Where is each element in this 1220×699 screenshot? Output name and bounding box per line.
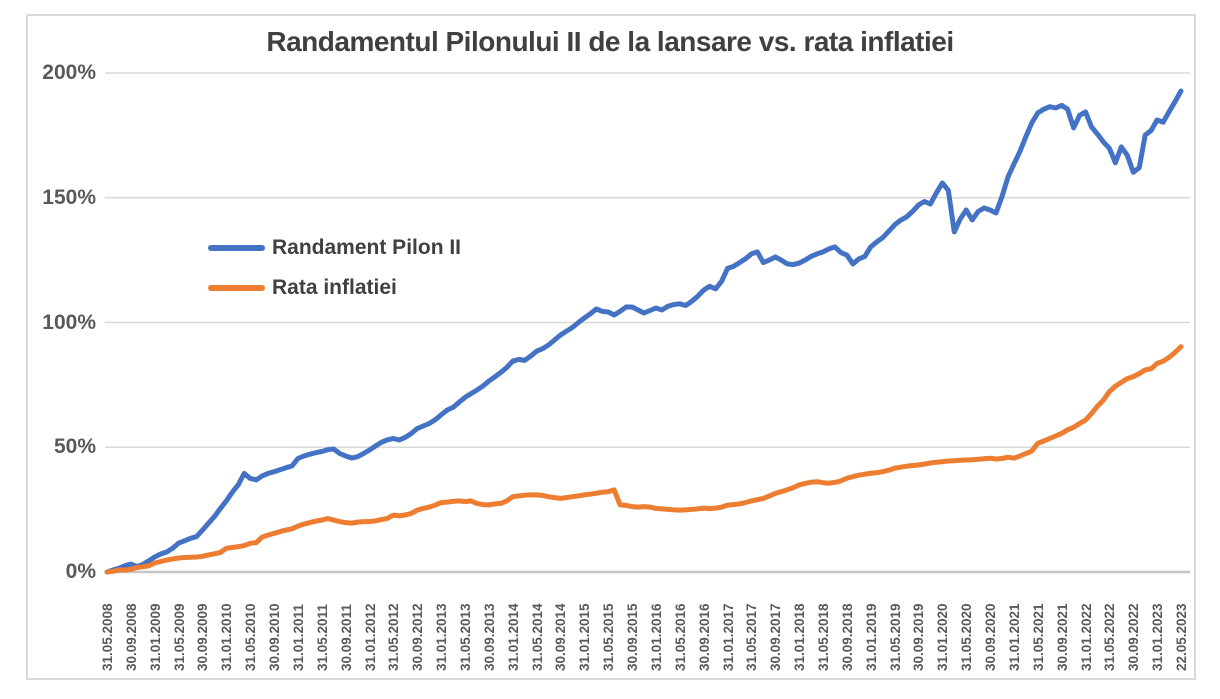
x-tick-label: 31.05.2010 bbox=[243, 603, 259, 671]
gridlines bbox=[105, 72, 1190, 574]
x-tick-label: 31.05.2017 bbox=[744, 603, 760, 671]
x-tick-label: 31.01.2019 bbox=[863, 603, 879, 671]
x-tick-label: 31.05.2020 bbox=[959, 603, 975, 671]
x-tick-label: 30.09.2011 bbox=[338, 604, 354, 671]
legend-line-swatch-inflatie bbox=[208, 285, 265, 291]
x-tick-label: 30.09.2018 bbox=[839, 603, 855, 671]
series-line-inflatie bbox=[104, 344, 1184, 575]
y-tick-label: 100% bbox=[42, 310, 96, 334]
x-tick-label: 31.01.2009 bbox=[147, 603, 163, 671]
x-tick-label: 30.09.2008 bbox=[123, 603, 139, 671]
x-tick-label: 31.05.2021 bbox=[1030, 603, 1046, 671]
x-tick-label: 31.01.2016 bbox=[648, 603, 664, 671]
x-tick-label: 31.01.2018 bbox=[792, 603, 808, 671]
x-tick-label: 31.01.2020 bbox=[935, 603, 951, 671]
x-tick-label: 31.01.2010 bbox=[219, 603, 235, 671]
series-line-pilon bbox=[104, 88, 1184, 575]
legend-item-randament-pilon: Randament Pilon II bbox=[208, 228, 461, 268]
x-tick-label: 31.05.2015 bbox=[601, 603, 617, 671]
x-tick-label: 31.05.2022 bbox=[1102, 603, 1118, 671]
y-tick-label: 50% bbox=[53, 435, 96, 459]
x-tick-label: 31.01.2014 bbox=[505, 603, 521, 671]
x-tick-label: 31.05.2011 bbox=[314, 604, 330, 671]
x-tick-label: 31.01.2012 bbox=[362, 603, 378, 671]
x-tick-label: 31.01.2021 bbox=[1006, 603, 1022, 671]
x-tick-label: 30.09.2010 bbox=[267, 603, 283, 671]
x-tick-label: 30.09.2020 bbox=[983, 603, 999, 671]
x-tick-label: 31.01.2023 bbox=[1150, 603, 1166, 671]
y-tick-label: 0% bbox=[65, 560, 96, 583]
x-tick-label: 30.09.2016 bbox=[696, 603, 712, 671]
x-tick-label: 30.09.2012 bbox=[410, 603, 426, 671]
chart-title: Randamentul Pilonului II de la lansare v… bbox=[266, 26, 954, 57]
x-tick-label: 31.01.2011 bbox=[290, 604, 306, 671]
legend: Randament Pilon II Rata inflatiei bbox=[208, 228, 461, 308]
x-tick-label: 31.05.2018 bbox=[816, 603, 831, 671]
legend-label-pilon: Randament Pilon II bbox=[272, 236, 462, 259]
chart-border bbox=[26, 14, 1196, 680]
x-tick-label: 31.05.2019 bbox=[887, 603, 903, 671]
x-tick-label: 31.05.2012 bbox=[386, 603, 402, 671]
x-tick-label: 30.09.2022 bbox=[1126, 603, 1142, 671]
legend-item-rata-inflatiei: Rata inflatiei bbox=[208, 268, 461, 308]
x-tick-label: 31.01.2015 bbox=[577, 603, 593, 671]
x-tick-label: 31.05.2008 bbox=[100, 603, 115, 671]
x-tick-label: 31.01.2013 bbox=[434, 603, 450, 671]
x-tick-label: 31.05.2016 bbox=[672, 603, 688, 671]
y-tick-label: 150% bbox=[42, 185, 96, 209]
x-tick-label: 30.09.2019 bbox=[911, 603, 927, 671]
legend-label-inflatie: Rata inflatiei bbox=[272, 276, 397, 299]
x-tick-label: 30.09.2013 bbox=[481, 603, 497, 671]
x-tick-label: 31.01.2022 bbox=[1078, 603, 1094, 671]
x-tick-label: 31.05.2013 bbox=[458, 603, 473, 671]
y-tick-label: 200% bbox=[42, 61, 96, 84]
x-tick-label: 31.05.2009 bbox=[171, 603, 187, 671]
x-tick-label: 30.09.2009 bbox=[195, 603, 211, 671]
x-tick-label: 30.09.2014 bbox=[553, 603, 569, 671]
x-tick-label: 30.09.2017 bbox=[768, 603, 784, 671]
x-tick-label: 31.01.2017 bbox=[720, 603, 736, 671]
x-tick-label: 22.05.2023 bbox=[1174, 603, 1189, 671]
x-tick-label: 30.09.2021 bbox=[1054, 603, 1070, 671]
legend-line-swatch-pilon bbox=[208, 245, 265, 251]
x-tick-label: 31.05.2014 bbox=[529, 603, 545, 671]
x-tick-label: 30.09.2015 bbox=[625, 603, 641, 671]
